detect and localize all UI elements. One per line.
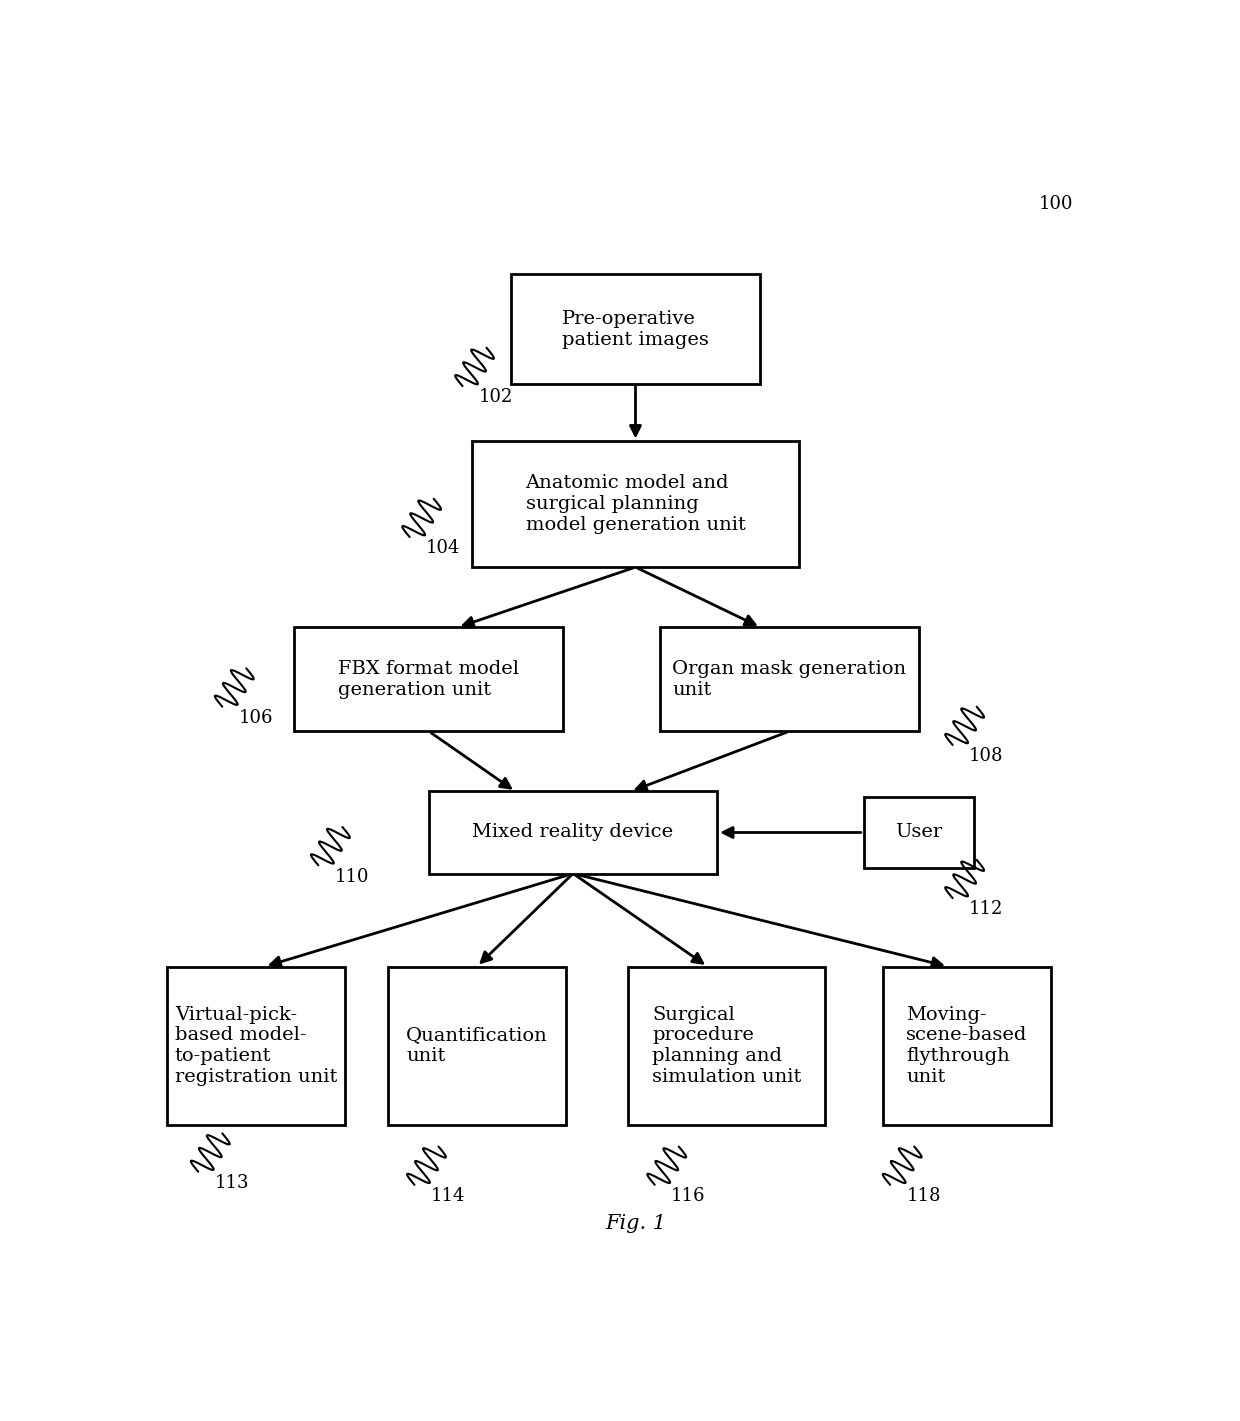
FancyBboxPatch shape	[660, 627, 919, 732]
Text: Moving-
scene-based
flythrough
unit: Moving- scene-based flythrough unit	[906, 1006, 1028, 1086]
Text: 116: 116	[671, 1187, 706, 1205]
Text: Quantification
unit: Quantification unit	[405, 1026, 548, 1066]
Text: 106: 106	[238, 709, 273, 728]
FancyBboxPatch shape	[883, 966, 1052, 1125]
FancyBboxPatch shape	[472, 442, 799, 567]
Text: 108: 108	[968, 747, 1003, 764]
Text: 114: 114	[430, 1187, 465, 1205]
Text: Organ mask generation
unit: Organ mask generation unit	[672, 659, 906, 699]
Text: Pre-operative
patient images: Pre-operative patient images	[562, 310, 709, 348]
Text: FBX format model
generation unit: FBX format model generation unit	[339, 659, 520, 699]
Text: Anatomic model and
surgical planning
model generation unit: Anatomic model and surgical planning mod…	[526, 475, 745, 534]
Text: 112: 112	[968, 901, 1003, 918]
FancyBboxPatch shape	[429, 791, 717, 874]
Text: 118: 118	[906, 1187, 941, 1205]
Text: Fig. 1: Fig. 1	[605, 1214, 666, 1232]
FancyBboxPatch shape	[388, 966, 565, 1125]
Text: 104: 104	[427, 539, 460, 557]
Text: User: User	[895, 824, 942, 841]
FancyBboxPatch shape	[864, 797, 975, 868]
Text: 113: 113	[215, 1174, 249, 1192]
FancyBboxPatch shape	[167, 966, 345, 1125]
Text: 100: 100	[1038, 195, 1073, 213]
Text: Mixed reality device: Mixed reality device	[472, 824, 673, 841]
Text: Surgical
procedure
planning and
simulation unit: Surgical procedure planning and simulati…	[652, 1006, 801, 1086]
FancyBboxPatch shape	[629, 966, 826, 1125]
Text: 102: 102	[479, 388, 513, 406]
FancyBboxPatch shape	[511, 274, 760, 384]
Text: 110: 110	[335, 867, 370, 885]
FancyBboxPatch shape	[294, 627, 563, 732]
Text: Virtual-pick-
based model-
to-patient
registration unit: Virtual-pick- based model- to-patient re…	[175, 1006, 337, 1086]
